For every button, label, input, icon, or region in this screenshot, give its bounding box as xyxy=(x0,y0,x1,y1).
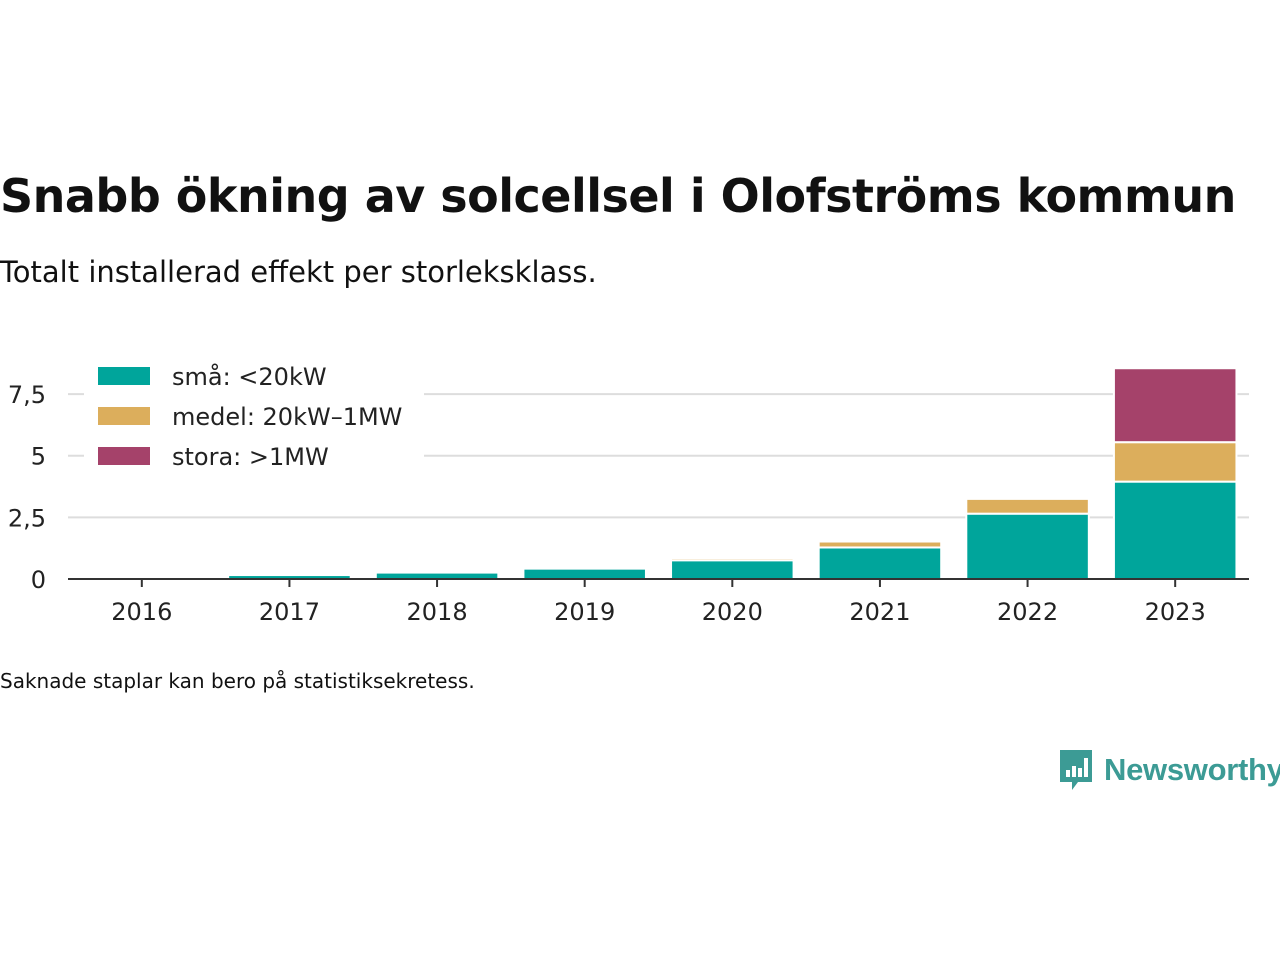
legend-label: medel: 20kW–1MW xyxy=(172,403,402,431)
x-tick-label: 2018 xyxy=(407,598,468,626)
legend-label: små: <20kW xyxy=(172,362,327,391)
chart-subtitle: Totalt installerad effekt per storlekskl… xyxy=(0,255,597,289)
legend-swatch xyxy=(98,407,150,425)
legend-swatch xyxy=(98,367,150,385)
x-tick-label: 2023 xyxy=(1145,598,1206,626)
x-tick-label: 2020 xyxy=(702,598,763,626)
bar-segment xyxy=(965,512,1090,581)
y-tick-label: 5 xyxy=(31,443,46,471)
x-tick-label: 2021 xyxy=(849,598,910,626)
axes: 0 2,5 5 7,5 2016 2017 2018 2019 2020 2021 2022 2023 xyxy=(8,381,1249,626)
x-tick-label: 2017 xyxy=(259,598,320,626)
bar-segment xyxy=(1112,480,1238,581)
y-tick-label: 2,5 xyxy=(8,504,46,532)
chart-speech-bubble-icon xyxy=(1060,750,1092,790)
bar-segment xyxy=(1112,367,1238,444)
brand-logo[interactable]: Newsworthy xyxy=(1058,746,1280,794)
bar-segment xyxy=(670,557,795,562)
brand-name: Newsworthy xyxy=(1104,752,1280,787)
bar-segment xyxy=(965,497,1090,515)
legend-swatch xyxy=(98,447,150,465)
y-tick-label: 7,5 xyxy=(8,381,46,409)
bar-segment xyxy=(670,559,795,581)
bar-segment xyxy=(1112,441,1238,483)
footnote: Saknade staplar kan bero på statistiksek… xyxy=(0,669,475,693)
chart-title: Snabb ökning av solcellsel i Olofströms … xyxy=(0,169,1236,223)
x-tick-label: 2019 xyxy=(554,598,615,626)
stacked-bar-chart: 0 2,5 5 7,5 2016 2017 2018 2019 2020 2021 2022 2023… xyxy=(8,354,1249,626)
legend: små: <20kW medel: 20kW–1MW stora: >1MW xyxy=(84,354,424,476)
bar-segment xyxy=(817,546,943,581)
x-tick-label: 2022 xyxy=(997,598,1058,626)
legend-label: stora: >1MW xyxy=(172,443,329,471)
bar-segment xyxy=(522,567,647,581)
bar-segment xyxy=(817,540,943,549)
y-tick-label: 0 xyxy=(31,566,46,594)
x-tick-label: 2016 xyxy=(111,598,172,626)
